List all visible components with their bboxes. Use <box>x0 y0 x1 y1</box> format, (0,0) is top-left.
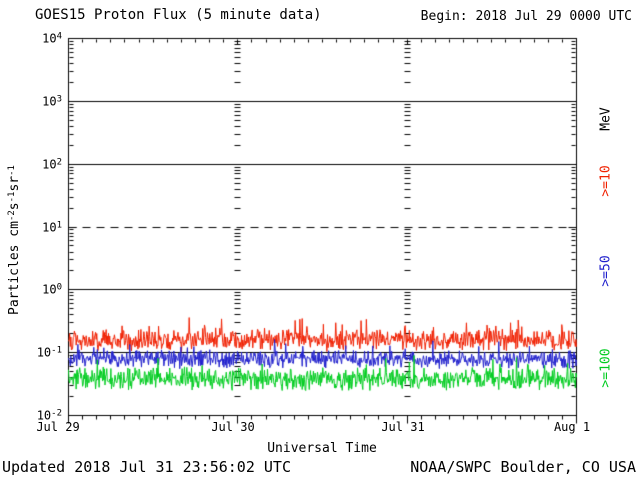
y-axis-title-part: sr <box>7 175 23 192</box>
x-tick-label-aug1: Aug 1 <box>553 420 591 434</box>
y-axis-title: Particles cm-2s-1sr-1 <box>6 165 22 315</box>
x-axis-title: Universal Time <box>267 441 377 456</box>
y-axis-title-part: -1 <box>6 165 17 176</box>
y-tick-label-10e1: 101 <box>42 220 62 234</box>
chart-title: GOES15 Proton Flux (5 minute data) <box>35 7 322 23</box>
energy-label-ge100: >=100 <box>598 348 614 388</box>
energy-label-ge10: >=10 <box>598 165 614 197</box>
y-tick-label-10e3: 103 <box>42 94 62 109</box>
y-tick-label-10e0: 100 <box>42 282 62 297</box>
y-tick-label-10e4: 104 <box>42 31 62 46</box>
y-axis-title-part: Particles cm <box>7 221 23 315</box>
right-axis-unit-label: MeV <box>598 107 614 131</box>
energy-label-ge50: >=50 <box>598 255 614 287</box>
x-tick-label-jul30: Jul 30 <box>211 420 255 434</box>
y-axis-title-part: -2 <box>6 210 17 222</box>
y-tick-label-10e-2: 10-2 <box>36 408 62 423</box>
y-tick-label-10e-1: 10-1 <box>36 345 62 360</box>
begin-time-label: Begin: 2018 Jul 29 0000 UTC <box>420 9 632 24</box>
footer-updated-timestamp: Updated 2018 Jul 31 23:56:02 UTC <box>2 458 291 476</box>
x-tick-label-jul29: Jul 29 <box>36 420 80 434</box>
x-tick-label-jul31: Jul 31 <box>381 420 425 434</box>
y-axis-title-part: -1 <box>6 191 17 203</box>
footer-agency-credit: NOAA/SWPC Boulder, CO USA <box>410 458 636 476</box>
y-tick-label-10e2: 102 <box>42 157 62 172</box>
